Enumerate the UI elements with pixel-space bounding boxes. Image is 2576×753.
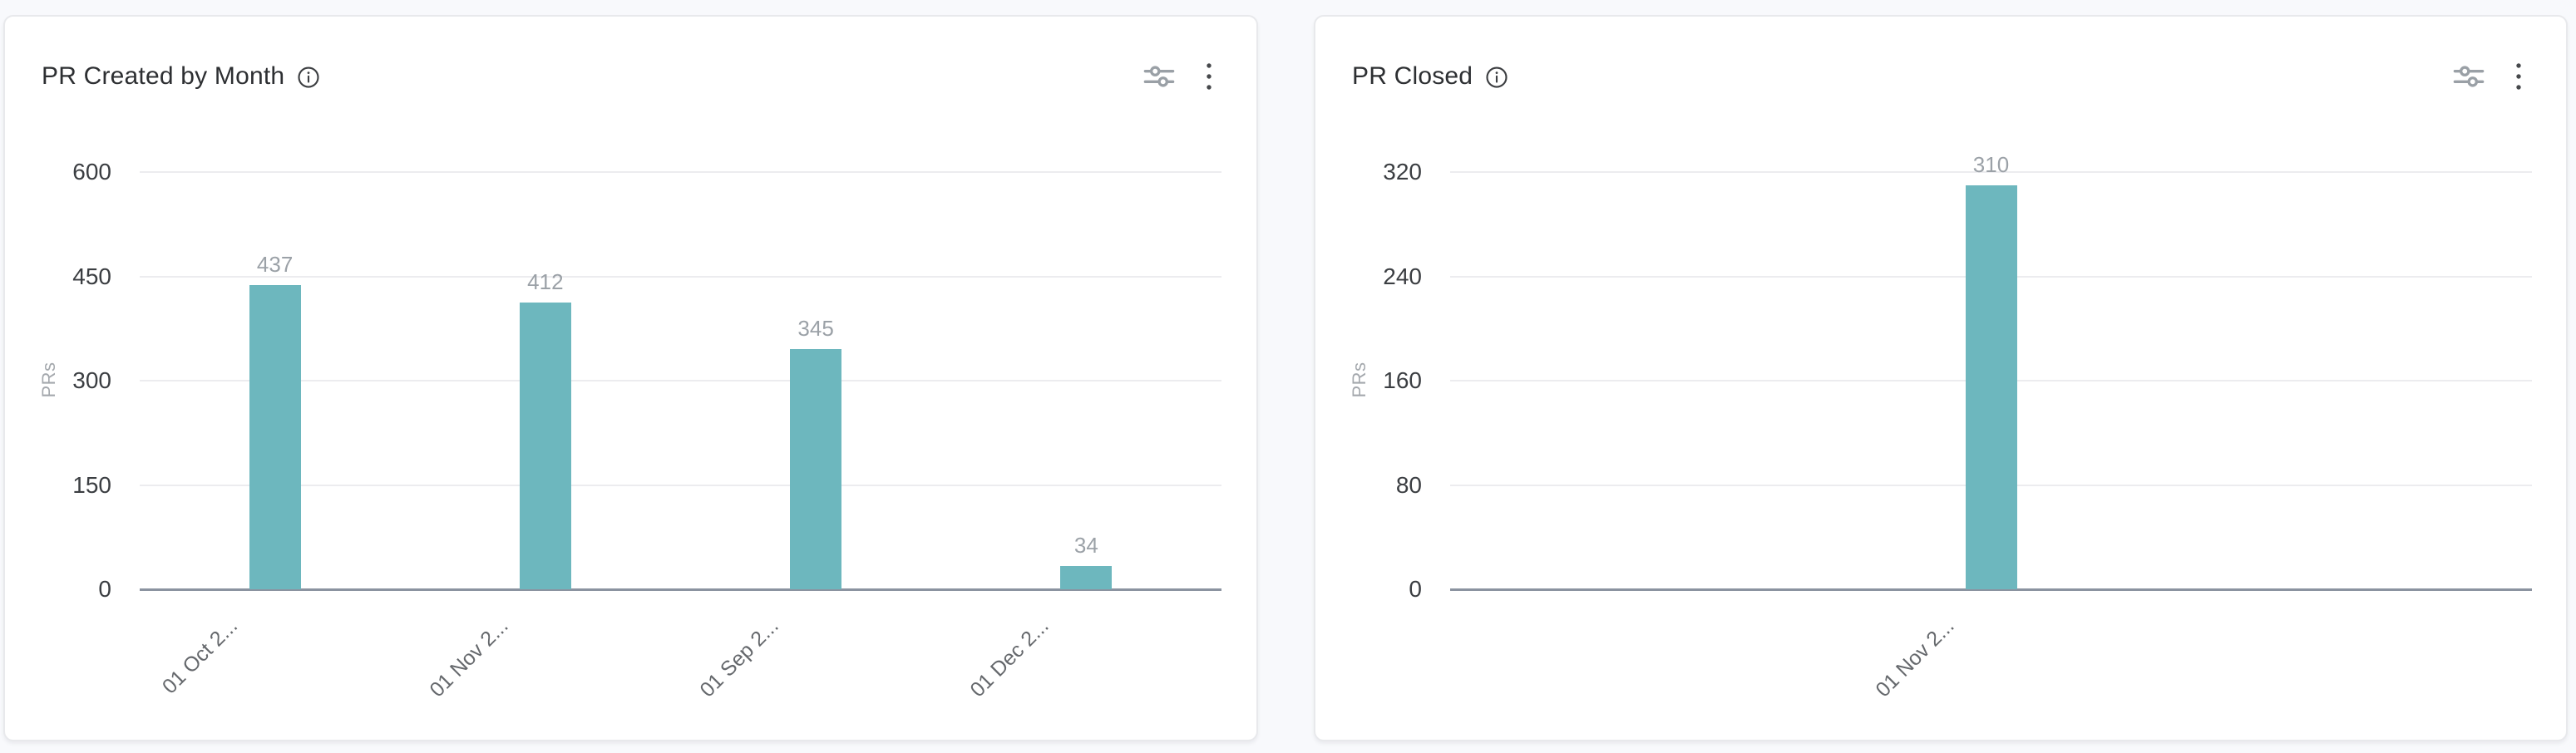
filter-sliders-icon[interactable] xyxy=(1143,63,1175,90)
x-tick-label: 01 Oct 2... xyxy=(158,614,243,699)
y-gridline xyxy=(140,380,1221,381)
card-toolbar xyxy=(1143,62,1213,91)
card-pr-closed: PR Closed xyxy=(1314,15,2568,741)
y-tick-label: 0 xyxy=(1409,576,1422,602)
y-axis-title: PRs xyxy=(38,362,59,398)
y-gridline xyxy=(1450,171,2532,173)
x-tick-label: 01 Nov 2... xyxy=(425,614,513,702)
card-toolbar xyxy=(2453,62,2523,91)
bar-value-label: 345 xyxy=(797,316,834,342)
kebab-menu-icon[interactable] xyxy=(2514,62,2523,91)
y-tick-label: 80 xyxy=(1395,471,1422,498)
x-tick-label: 01 Sep 2... xyxy=(695,614,783,702)
y-tick-label: 300 xyxy=(72,367,111,393)
bar[interactable] xyxy=(790,349,842,589)
bar-value-label: 310 xyxy=(1972,151,2010,177)
card-header: PR Created by Month xyxy=(42,62,1213,91)
card-pr-created-by-month: PR Created by Month xyxy=(3,15,1258,741)
bar[interactable] xyxy=(1965,185,2017,589)
kebab-menu-icon[interactable] xyxy=(1205,62,1213,91)
y-tick-label: 240 xyxy=(1383,263,1422,289)
bar[interactable] xyxy=(1060,565,1113,589)
bar-value-label: 412 xyxy=(527,269,564,295)
card-title-group: PR Created by Month xyxy=(42,62,321,91)
card-title-group: PR Closed xyxy=(1352,62,1509,91)
x-tick-label: 01 Dec 2... xyxy=(965,614,1054,702)
y-tick-label: 160 xyxy=(1383,367,1422,393)
y-axis-title: PRs xyxy=(1349,362,1369,398)
info-icon[interactable] xyxy=(296,65,321,90)
card-title: PR Created by Month xyxy=(42,62,285,90)
y-gridline xyxy=(140,275,1221,278)
y-tick-label: 600 xyxy=(72,159,111,185)
filter-sliders-icon[interactable] xyxy=(2453,63,2485,90)
bar[interactable] xyxy=(519,303,571,589)
pr-closed-bar-chart: 0 80 160 240 320 PRs 310 01 Nov 2... xyxy=(1315,17,2566,740)
y-tick-label: 450 xyxy=(72,263,111,289)
pr-created-bar-chart: 0 150 300 450 600 PRs 437 01 Oct 2... 412 01 Nov … xyxy=(5,17,1256,740)
y-tick-label: 320 xyxy=(1383,159,1422,185)
bar-value-label: 34 xyxy=(1073,532,1098,558)
x-axis-line xyxy=(1450,588,2532,591)
y-gridline xyxy=(140,484,1221,486)
y-gridline xyxy=(140,171,1221,173)
info-icon[interactable] xyxy=(1484,65,1509,90)
bar-value-label: 437 xyxy=(256,252,294,278)
y-tick-label: 0 xyxy=(98,576,111,602)
bar[interactable] xyxy=(249,285,301,589)
y-tick-label: 150 xyxy=(72,471,111,498)
x-axis-line xyxy=(140,588,1221,591)
x-tick-label: 01 Nov 2... xyxy=(1871,614,1959,702)
card-title: PR Closed xyxy=(1352,62,1473,90)
card-header: PR Closed xyxy=(1352,62,2523,91)
